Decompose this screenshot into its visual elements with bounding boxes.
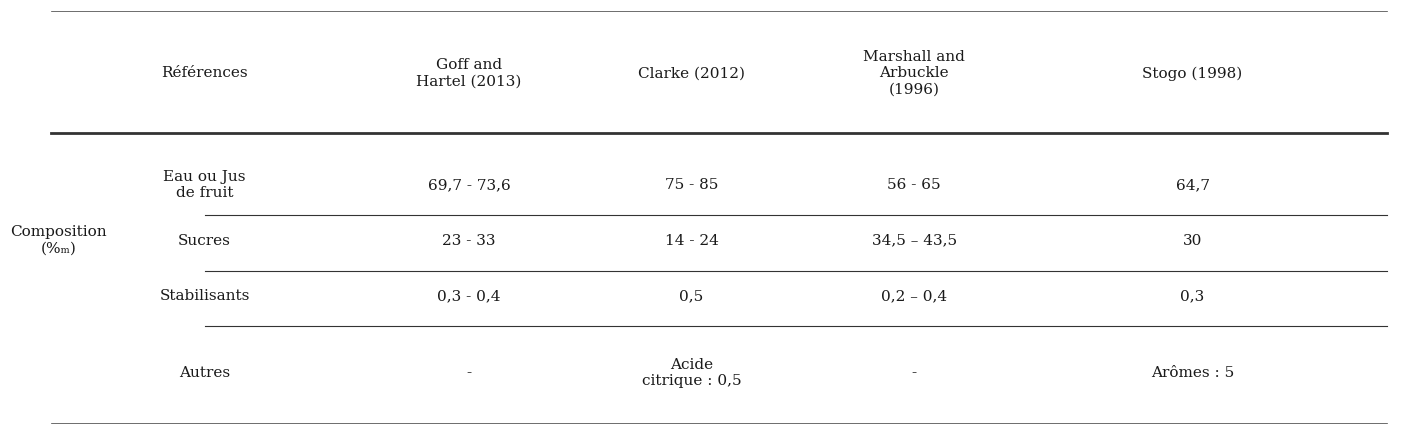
Text: Goff and
Hartel (2013): Goff and Hartel (2013) <box>417 58 522 89</box>
Text: Composition
(%ₘ): Composition (%ₘ) <box>10 226 106 256</box>
Text: 56 - 65: 56 - 65 <box>888 178 942 192</box>
Text: Arômes : 5: Arômes : 5 <box>1151 366 1234 380</box>
Text: Autres: Autres <box>179 366 230 380</box>
Text: 75 - 85: 75 - 85 <box>665 178 719 192</box>
Text: 0,3 - 0,4: 0,3 - 0,4 <box>437 289 501 303</box>
Text: 0,3: 0,3 <box>1180 289 1205 303</box>
Text: 30: 30 <box>1183 233 1202 247</box>
Text: Clarke (2012): Clarke (2012) <box>638 66 744 80</box>
Text: 34,5 – 43,5: 34,5 – 43,5 <box>872 233 957 247</box>
Text: -: - <box>912 366 917 380</box>
Text: -: - <box>467 366 472 380</box>
Text: 14 - 24: 14 - 24 <box>665 233 719 247</box>
Text: Marshall and
Arbuckle
(1996): Marshall and Arbuckle (1996) <box>864 50 966 97</box>
Text: 0,2 – 0,4: 0,2 – 0,4 <box>881 289 947 303</box>
Text: Références: Références <box>162 66 248 80</box>
Text: Stabilisants: Stabilisants <box>159 289 250 303</box>
Text: Sucres: Sucres <box>179 233 231 247</box>
Text: 0,5: 0,5 <box>679 289 703 303</box>
Text: 23 - 33: 23 - 33 <box>442 233 496 247</box>
Text: 69,7 - 73,6: 69,7 - 73,6 <box>428 178 510 192</box>
Text: Stogo (1998): Stogo (1998) <box>1143 66 1242 81</box>
Text: Acide
citrique : 0,5: Acide citrique : 0,5 <box>642 358 742 388</box>
Text: 64,7: 64,7 <box>1176 178 1210 192</box>
Text: Eau ou Jus
de fruit: Eau ou Jus de fruit <box>163 170 245 200</box>
